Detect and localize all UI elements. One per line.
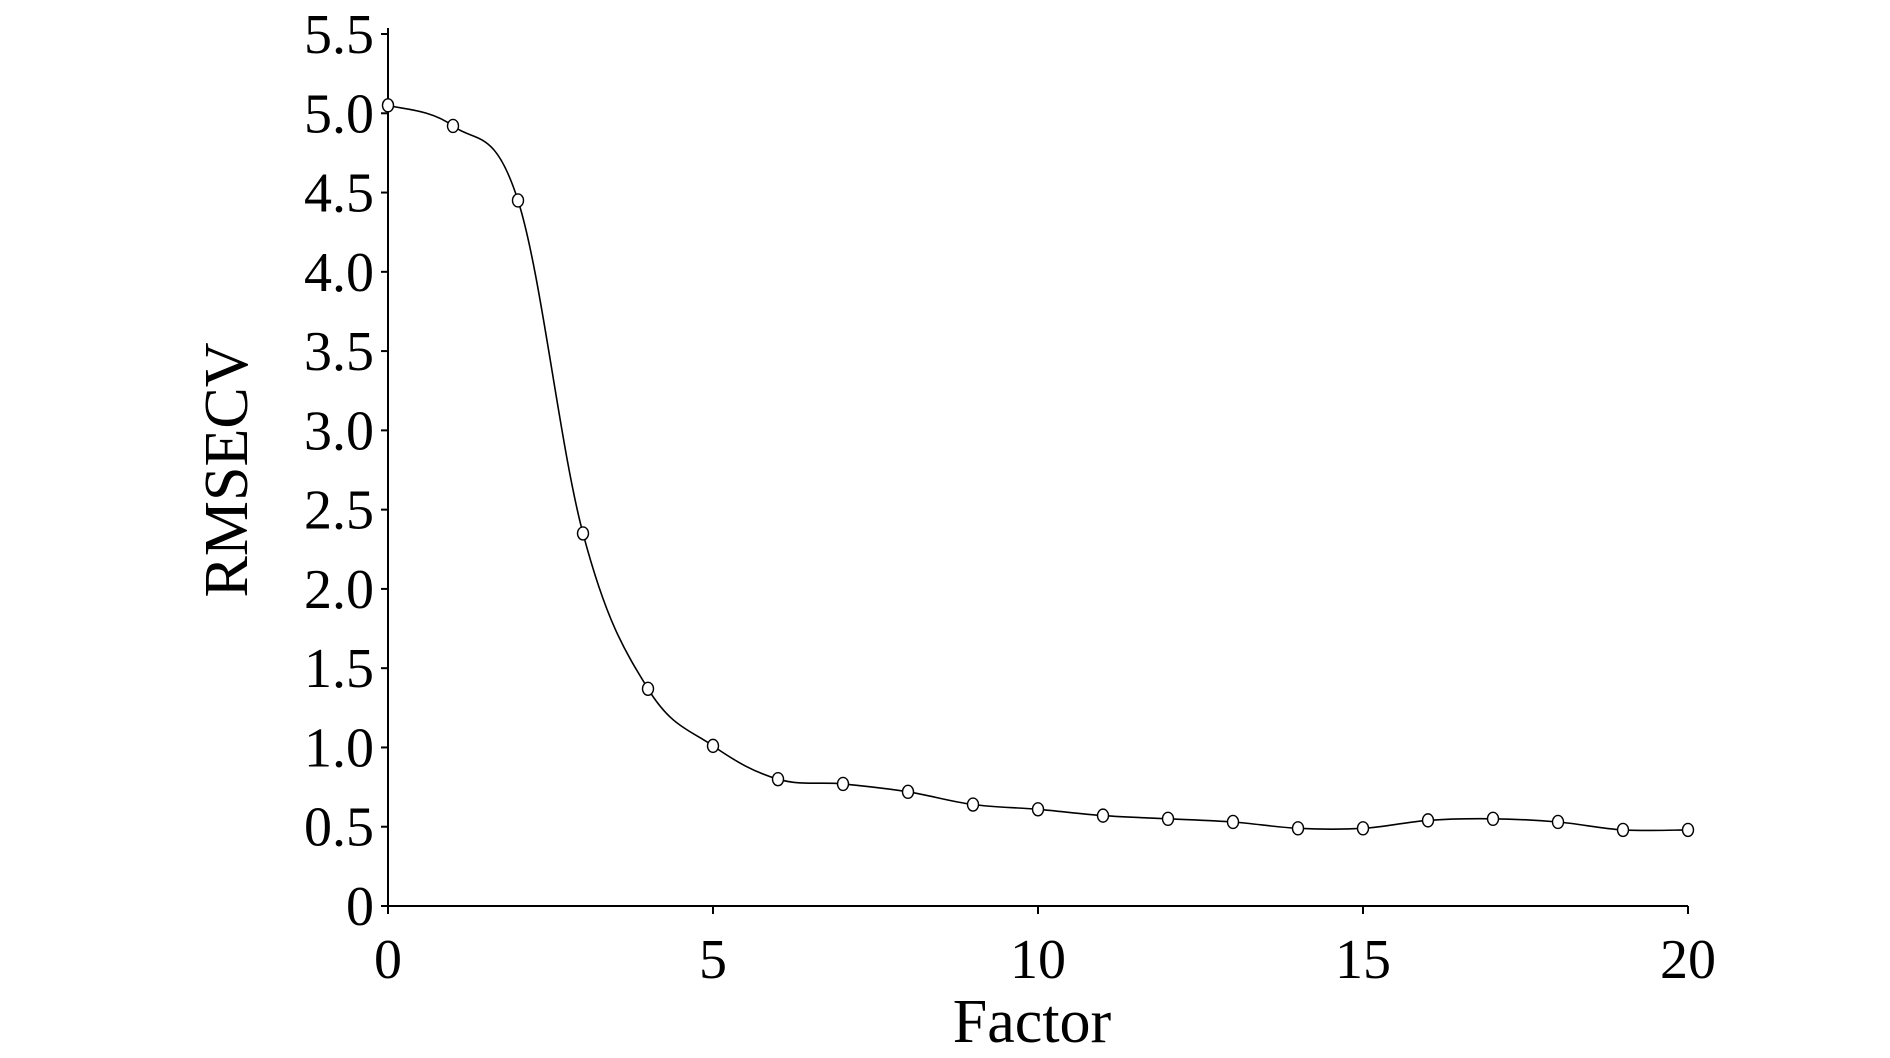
y-tick-label: 0: [346, 876, 374, 938]
y-tick-label: 5.0: [304, 83, 374, 145]
series-line: [387, 104, 1689, 832]
data-point: [1226, 814, 1240, 830]
x-axis-title: Factor: [953, 988, 1112, 1056]
x-tick-label: 20: [1660, 929, 1716, 991]
data-point: [901, 784, 915, 800]
data-point: [1421, 813, 1435, 828]
x-tick-label: 15: [1335, 929, 1391, 991]
data-point: [1096, 808, 1110, 823]
data-point: [1161, 811, 1175, 826]
x-tick-label: 0: [374, 929, 402, 991]
y-tick-label: 3.5: [304, 321, 374, 383]
y-tick-label: 2.0: [304, 559, 374, 621]
data-point: [1551, 814, 1565, 830]
x-tick-label: 5: [699, 929, 727, 991]
data-point: [706, 738, 720, 754]
data-point: [381, 98, 395, 113]
y-tick-label: 2.5: [304, 480, 374, 542]
data-point: [1486, 811, 1500, 826]
data-point: [966, 797, 980, 812]
data-point: [836, 776, 850, 792]
data-point: [1291, 821, 1305, 836]
data-point: [1356, 821, 1370, 836]
x-tick-label: 10: [1010, 929, 1066, 991]
y-tick-label: 4.5: [304, 163, 374, 225]
data-point: [641, 681, 655, 696]
data-point: [1681, 822, 1695, 838]
tick-labels: 0 0.5 1.0 1.5 2.0 2.5 3.0 3.5 4.0 4.5 5.0 5.5 0 5 10 15…: [304, 4, 1716, 991]
data-point: [1616, 822, 1630, 838]
axes: [387, 28, 1688, 907]
data-point: [576, 526, 590, 541]
plot-area: [381, 98, 1695, 838]
y-tick-label: 5.5: [304, 4, 374, 66]
data-point: [446, 118, 460, 134]
data-point: [771, 771, 785, 787]
y-tick-label: 1.5: [304, 638, 374, 700]
data-point: [511, 193, 525, 208]
data-point: [1031, 802, 1045, 817]
y-axis-title: RMSECV: [193, 342, 261, 597]
y-tick-label: 1.0: [304, 717, 374, 779]
y-tick-label: 0.5: [304, 797, 374, 859]
y-tick-label: 4.0: [304, 242, 374, 304]
y-tick-label: 3.0: [304, 400, 374, 462]
ticks: [381, 33, 1689, 914]
